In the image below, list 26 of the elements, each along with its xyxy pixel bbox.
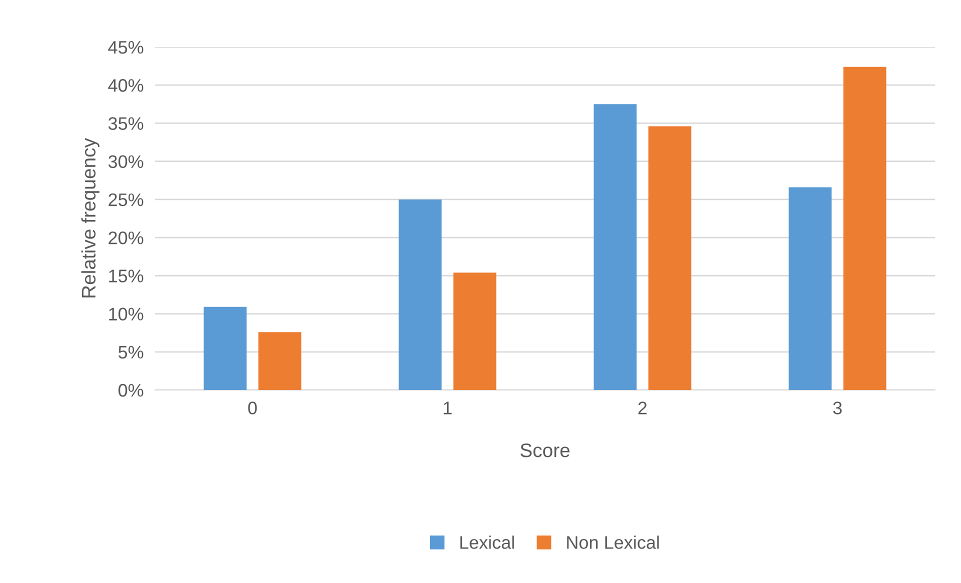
x-tick-label: 2 xyxy=(638,402,647,414)
x-axis-title: Score xyxy=(520,443,570,458)
x-tick-label: 1 xyxy=(444,402,452,414)
bar xyxy=(843,66,886,390)
y-tick-label: 25% xyxy=(108,193,144,206)
y-tick-label: 15% xyxy=(109,270,144,282)
y-tick-label: 20% xyxy=(108,231,144,244)
y-tick-label: 45% xyxy=(108,41,144,54)
bar xyxy=(594,104,637,390)
bar xyxy=(398,199,442,390)
bar xyxy=(453,272,496,390)
y-tick-label: 30% xyxy=(108,155,144,168)
bar xyxy=(788,187,832,390)
y-tick-label: 5% xyxy=(118,346,144,359)
bar xyxy=(204,306,247,390)
y-axis-title: Relative frequency xyxy=(81,138,100,298)
y-tick-label: 40% xyxy=(108,79,144,92)
y-tick-label: 35% xyxy=(108,117,144,130)
x-tick-label: 0 xyxy=(248,402,257,414)
bar xyxy=(648,126,692,390)
x-tick-label: 3 xyxy=(833,402,842,414)
y-tick-label: 10% xyxy=(109,308,144,320)
legend-label: Lexical xyxy=(460,536,514,549)
y-tick-label: 0% xyxy=(118,384,144,397)
legend-label: Non Lexical xyxy=(567,536,659,549)
bar xyxy=(258,332,302,390)
